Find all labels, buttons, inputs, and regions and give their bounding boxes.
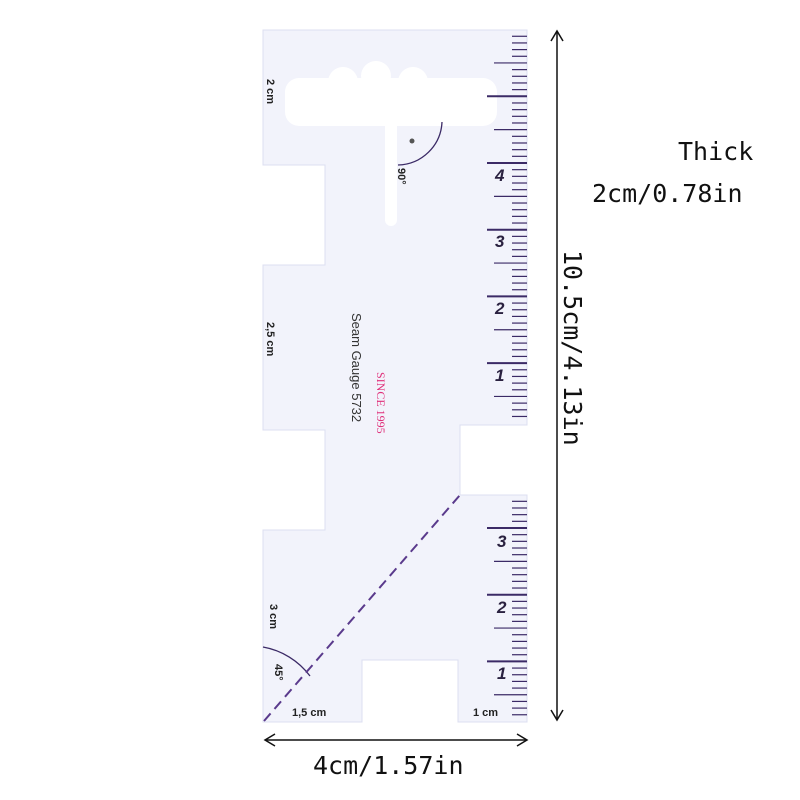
angle-90-label: 90° [395,168,407,185]
height-label: 10.5cm/4.13in [558,250,587,446]
angle-45-label: 45° [272,664,284,681]
thick-value: 2cm/0.78in [592,179,743,208]
scale-top-2: 2 [494,299,505,318]
width-arrow [263,733,529,747]
angle-90-arc [397,121,443,166]
label-2cm: 2 cm [264,79,276,104]
scale-top-4: 4 [494,166,505,185]
scale-bottom-3: 3 [497,532,507,551]
width-label: 4cm/1.57in [313,751,464,780]
ruler-ticks [487,35,527,716]
since-text: SINCE 1995 [374,372,388,434]
height-arrow [550,29,564,722]
scale-top-3: 3 [495,232,505,251]
hanging-hole [285,61,497,226]
label-1-5cm: 1,5 cm [292,707,326,719]
thick-title: Thick [678,137,753,166]
ruler-body [262,29,528,723]
diagonal-dashed-line [263,494,461,722]
scale-bottom-1: 1 [497,664,506,683]
model-name: Seam Gauge 5732 [349,313,364,422]
scale-top-1: 1 [495,366,504,385]
angle-dot [409,138,415,144]
scale-bottom-2: 2 [496,598,507,617]
label-2-5cm: 2,5 cm [264,322,276,356]
label-3cm: 3 cm [267,604,279,629]
label-1cm: 1 cm [473,707,498,719]
